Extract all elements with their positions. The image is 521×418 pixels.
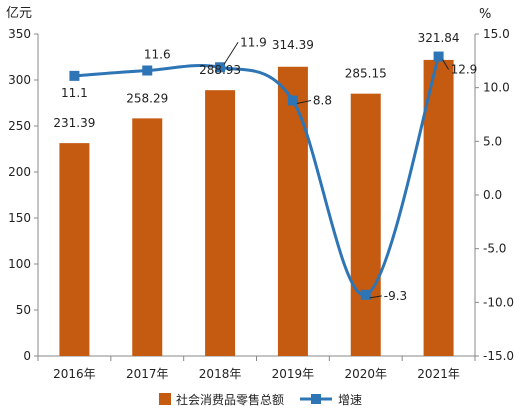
y-left-tick-label: 100 — [8, 257, 31, 271]
growth-marker — [142, 65, 153, 76]
growth-marker — [287, 95, 298, 106]
bar — [277, 66, 308, 356]
y-left-unit-label: 亿元 — [6, 6, 32, 21]
line-label-leader — [296, 100, 312, 105]
bar — [59, 143, 90, 356]
legend-bar-label: 社会消费品零售总额 — [176, 392, 284, 407]
x-tick-label: 2021年 — [417, 367, 460, 381]
line-label-leader — [369, 295, 382, 299]
bars-layer — [59, 59, 454, 357]
line-value-label: 8.8 — [313, 94, 332, 108]
bar-value-label: 314.39 — [272, 38, 314, 52]
y-left-tick-label: 50 — [16, 303, 31, 317]
line-label-leader — [442, 59, 450, 70]
y-right-tick-label: 10.0 — [483, 81, 510, 95]
line-value-label: -9.3 — [384, 289, 407, 303]
growth-marker — [433, 51, 444, 62]
y-right-tick-label: -5.0 — [483, 242, 506, 256]
x-tick-label: 2018年 — [199, 367, 242, 381]
bar — [423, 59, 454, 357]
y-left-tick-label: 250 — [8, 119, 31, 133]
line-value-label: 11.6 — [144, 47, 171, 61]
y-right-tick-label: -15.0 — [483, 349, 514, 363]
line-layer — [69, 51, 444, 300]
growth-marker — [69, 70, 80, 81]
line-label-leader — [223, 42, 239, 65]
growth-marker — [360, 289, 371, 300]
labels-layer: 231.39 258.29 288.93 314.39 285.15 321.84 11.1… — [53, 31, 477, 303]
legend: 社会消费品零售总额 增速 — [159, 392, 362, 407]
bar-value-label: 231.39 — [53, 116, 95, 130]
legend-line-marker — [311, 394, 321, 404]
bar-value-label: 321.84 — [418, 31, 460, 45]
x-tick-label: 2016年 — [53, 367, 96, 381]
bar-value-label: 258.29 — [126, 91, 168, 105]
x-tick-label: 2020年 — [344, 367, 387, 381]
legend-bar-swatch — [159, 393, 171, 405]
y-right-tick-label: 0.0 — [483, 188, 502, 202]
y-right-tick-label: 5.0 — [483, 134, 502, 148]
x-tick-label: 2019年 — [272, 367, 315, 381]
y-right-unit-label: % — [479, 7, 491, 22]
y-left-tick-label: 350 — [8, 27, 31, 41]
y-left-tick-label: 0 — [23, 349, 31, 363]
legend-line-label: 增速 — [338, 393, 362, 407]
axes-layer: 0 50 100 150 200 250 300 350 -15.0 -10.0 -5.0 0.0 5.… — [6, 6, 514, 381]
y-right-tick-label: 15.0 — [483, 27, 510, 41]
line-value-label: 11.1 — [61, 86, 88, 100]
bar — [205, 90, 236, 357]
bar — [132, 118, 163, 356]
bar — [350, 93, 381, 357]
line-value-label: 12.9 — [451, 63, 478, 77]
line-value-label: 11.9 — [240, 35, 267, 49]
y-left-tick-label: 200 — [8, 165, 31, 179]
x-tick-label: 2017年 — [126, 367, 169, 381]
bar-value-label: 288.93 — [199, 63, 241, 77]
y-left-tick-label: 150 — [8, 211, 31, 225]
bar-value-label: 285.15 — [345, 67, 387, 81]
y-left-tick-label: 300 — [8, 73, 31, 87]
growth-marker — [215, 62, 226, 73]
y-right-tick-label: -10.0 — [483, 295, 514, 309]
